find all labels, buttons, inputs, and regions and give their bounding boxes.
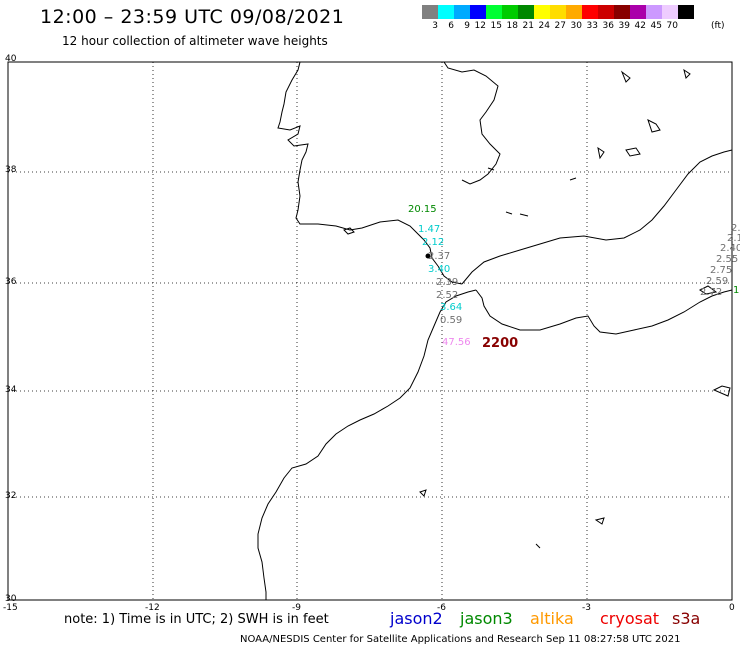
color-swatch bbox=[438, 5, 454, 19]
scale-tick-label: 15 bbox=[490, 21, 502, 31]
lat-label: 38 bbox=[5, 165, 17, 175]
wave-height-label: 2.37 bbox=[428, 251, 451, 262]
footer-note: note: 1) Time is in UTC; 2) SWH is in fe… bbox=[64, 612, 329, 627]
scale-tick-label: 33 bbox=[586, 21, 598, 31]
wave-height-label: 3.40 bbox=[428, 264, 451, 275]
map-title: 12:00 – 23:59 UTC 09/08/2021 bbox=[40, 6, 345, 28]
satellite-legend-cryosat: cryosat bbox=[600, 609, 660, 628]
scale-tick-label: 24 bbox=[538, 21, 550, 31]
color-swatch bbox=[582, 5, 598, 19]
graticule bbox=[8, 62, 732, 600]
scale-tick-label: 42 bbox=[634, 21, 646, 31]
color-swatch bbox=[454, 5, 470, 19]
color-swatch bbox=[566, 5, 582, 19]
color-swatch bbox=[502, 5, 518, 19]
map-subtitle: 12 hour collection of altimeter wave hei… bbox=[62, 34, 328, 48]
credit-line: NOAA/NESDIS Center for Satellite Applica… bbox=[240, 634, 681, 645]
color-scale-labels: 3 6 9 12 15 18 21 24 27 30 33 36 39 42 45 70 bbox=[422, 21, 678, 31]
scale-tick-label: 30 bbox=[570, 21, 582, 31]
scale-tick-label: 39 bbox=[618, 21, 630, 31]
scale-tick-label: 12 bbox=[474, 21, 486, 31]
lat-label: 32 bbox=[5, 491, 17, 501]
wave-height-label: 2.12 bbox=[422, 237, 445, 248]
satellite-legend-altika: altika bbox=[530, 609, 574, 628]
lat-label: 40 bbox=[5, 54, 17, 64]
wave-height-label: 2.59 bbox=[706, 276, 729, 287]
color-swatch bbox=[422, 5, 438, 19]
color-swatch bbox=[470, 5, 486, 19]
color-swatch bbox=[598, 5, 614, 19]
color-swatch bbox=[614, 5, 630, 19]
color-swatch bbox=[550, 5, 566, 19]
scale-tick-label: 45 bbox=[650, 21, 662, 31]
wave-height-label: 47.56 bbox=[442, 337, 471, 348]
scale-tick-label: 27 bbox=[554, 21, 566, 31]
wave-height-label: 3.64 bbox=[440, 302, 463, 313]
color-swatch bbox=[630, 5, 646, 19]
wave-height-label: 2.2 bbox=[731, 223, 740, 234]
scale-tick-label: 36 bbox=[602, 21, 614, 31]
lat-label: 36 bbox=[5, 277, 17, 287]
lon-label: -12 bbox=[145, 603, 160, 613]
map-frame bbox=[7, 61, 733, 601]
wave-height-label: 2.40 bbox=[720, 243, 740, 254]
scale-tick-label: 3 bbox=[432, 21, 438, 31]
scale-tick-label: 70 bbox=[666, 21, 678, 31]
wave-height-label: 2.55 bbox=[716, 254, 739, 265]
coastline bbox=[257, 61, 733, 600]
lon-label: -15 bbox=[3, 603, 18, 613]
wave-height-label: 0.59 bbox=[440, 315, 463, 326]
color-swatch bbox=[486, 5, 502, 19]
time-marker: 2200 bbox=[482, 336, 519, 351]
lon-label: 0 bbox=[729, 603, 735, 613]
color-scale bbox=[422, 5, 694, 19]
color-swatch bbox=[678, 5, 694, 19]
scale-unit-label: (ft) bbox=[711, 21, 725, 31]
color-swatch bbox=[534, 5, 550, 19]
satellite-legend-jason2: jason2 bbox=[390, 609, 443, 628]
wave-height-label: 20.15 bbox=[408, 204, 437, 215]
track-point bbox=[425, 253, 431, 259]
color-swatch bbox=[646, 5, 662, 19]
lat-label: 34 bbox=[5, 385, 17, 395]
satellite-legend-jason3: jason3 bbox=[460, 609, 513, 628]
wave-height-label: 2.52 bbox=[436, 290, 459, 301]
wave-height-label: 2.39 bbox=[436, 277, 459, 288]
color-swatch bbox=[662, 5, 678, 19]
scale-tick-label: 21 bbox=[522, 21, 534, 31]
lon-label: -6 bbox=[437, 603, 446, 613]
lon-label: -9 bbox=[292, 603, 301, 613]
satellite-legend-s3a: s3a bbox=[672, 609, 701, 628]
wave-height-label: 2.1 bbox=[727, 233, 740, 244]
color-swatch bbox=[518, 5, 534, 19]
wave-height-label: 1 bbox=[733, 285, 740, 296]
scale-tick-label: 18 bbox=[506, 21, 518, 31]
lon-label: -3 bbox=[582, 603, 591, 613]
lat-label: 30 bbox=[5, 594, 17, 604]
wave-height-label: 2.72 bbox=[700, 287, 723, 298]
wave-height-label: 1.47 bbox=[418, 224, 441, 235]
scale-tick-label: 6 bbox=[448, 21, 454, 31]
scale-tick-label: 9 bbox=[464, 21, 470, 31]
wave-height-label: 2.75 bbox=[710, 265, 733, 276]
